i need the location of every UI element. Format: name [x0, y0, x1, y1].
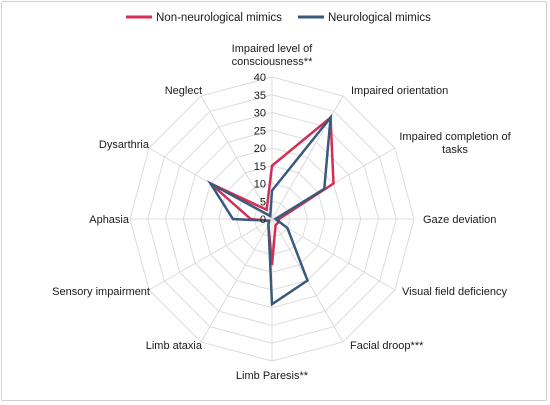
- category-label: Visual field deficiency: [402, 286, 507, 298]
- tick-label: 25: [254, 125, 266, 137]
- category-label: Dysarthria: [99, 139, 150, 151]
- tick-label: 15: [254, 161, 266, 173]
- series-line-neurological: [211, 118, 331, 305]
- tick-label: 30: [254, 108, 266, 120]
- category-label: Limb ataxia: [146, 340, 203, 352]
- tick-label: 40: [254, 72, 266, 84]
- legend-label: Non-neurological mimics: [156, 12, 282, 24]
- tick-label: 10: [254, 179, 266, 191]
- category-label: Facial droop***: [350, 340, 424, 352]
- radar-grid: [130, 77, 414, 361]
- tick-label: 5: [260, 196, 266, 208]
- category-label: Neglect: [165, 85, 202, 97]
- category-label: Gaze deviation: [423, 214, 496, 226]
- legend: Non-neurological mimics Neurological mimi…: [126, 12, 431, 24]
- tick-label: 35: [254, 90, 266, 102]
- legend-label: Neurological mimics: [328, 12, 431, 24]
- category-label: Sensory impairment: [52, 286, 150, 298]
- radial-ticks: 0 5 10 15 20 25 30 35 40: [254, 72, 266, 226]
- category-label: Impaired orientation: [351, 85, 448, 97]
- category-label: Aphasia: [89, 214, 130, 226]
- category-label: Limb Paresis**: [236, 370, 309, 382]
- tick-label: 0: [260, 214, 266, 226]
- tick-label: 20: [254, 143, 266, 155]
